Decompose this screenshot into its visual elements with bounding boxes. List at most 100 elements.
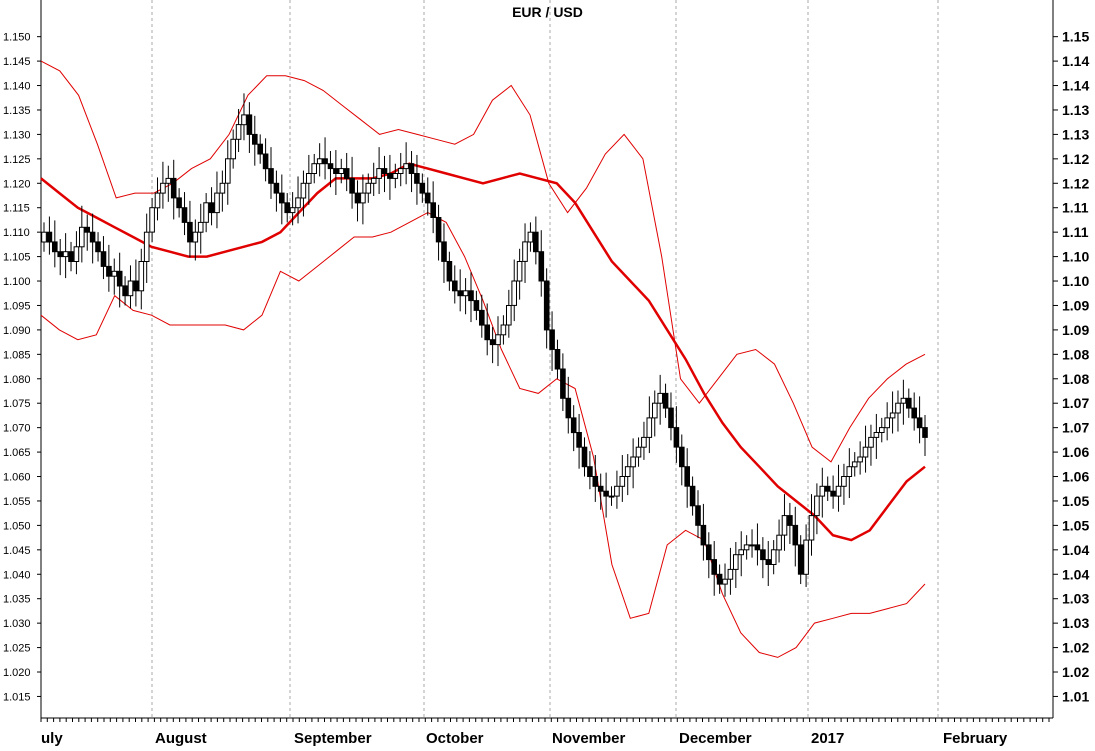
candle-body (376, 168, 382, 179)
candle-body (57, 251, 64, 258)
y-right-tick-label: 1.09 (1062, 322, 1089, 338)
candle-body (138, 261, 145, 292)
y-right-tick-label: 1.03 (1062, 591, 1089, 607)
y-left-tick-label: 1.090 (3, 325, 31, 337)
candle-body (906, 397, 912, 409)
candle-body (527, 231, 534, 243)
candle-body (46, 231, 53, 243)
candle-body (500, 324, 507, 336)
candle-body (900, 397, 907, 404)
y-left-tick-label: 1.135 (3, 105, 31, 117)
candle-body (306, 173, 312, 184)
x-month-label: uly (41, 730, 63, 746)
candle-body (457, 290, 463, 297)
y-left-tick-label: 1.070 (3, 423, 31, 435)
candle-body (154, 192, 161, 209)
candle-body (776, 534, 782, 551)
candle-body (273, 182, 280, 194)
candle-body (435, 217, 442, 243)
candle-body (706, 544, 712, 561)
y-right-tick-label: 1.07 (1062, 395, 1089, 411)
y-left-tick-label: 1.145 (3, 56, 31, 68)
y-right-tick-label: 1.14 (1062, 78, 1089, 94)
candle-body (916, 417, 923, 429)
y-left-tick-label: 1.100 (3, 276, 31, 288)
chart-title: EUR / USD (512, 4, 583, 20)
candle-body (484, 324, 490, 341)
candle-body (230, 138, 236, 160)
candle-body (214, 192, 220, 214)
candle-body (225, 158, 231, 184)
y-left-tick-label: 1.025 (3, 643, 31, 655)
candle-body (197, 221, 204, 233)
candle-body (235, 124, 242, 140)
candle-body (522, 241, 528, 262)
candle-body (830, 490, 836, 497)
y-left-tick-label: 1.105 (3, 252, 31, 264)
candle-body (403, 163, 409, 170)
candle-body (635, 446, 642, 458)
candle-body (533, 231, 539, 253)
y-right-tick-label: 1.13 (1062, 126, 1089, 142)
candle-body (316, 158, 323, 165)
candle-body (446, 261, 453, 282)
candle-body (824, 485, 831, 492)
candle-body (814, 495, 820, 517)
candle-body (506, 305, 512, 326)
candle-body (489, 339, 496, 346)
candle-body (873, 432, 880, 438)
candle-body (630, 456, 636, 468)
candle-body (603, 490, 609, 497)
y-left-tick-label: 1.035 (3, 594, 31, 606)
candle-body (79, 226, 85, 248)
candle-body (884, 417, 891, 429)
candle-body (419, 182, 426, 194)
candle-body (581, 446, 588, 468)
candle-body (538, 251, 545, 282)
candle-body (165, 177, 172, 184)
moving-average-line (40, 162, 926, 542)
y-left-tick-label: 1.075 (3, 398, 31, 410)
y-right-tick-label: 1.04 (1062, 542, 1089, 558)
y-right-tick-label: 1.14 (1062, 53, 1089, 69)
candle-body (143, 231, 150, 262)
x-month-label: November (552, 730, 626, 746)
candle-body (679, 446, 685, 468)
candle-body (279, 192, 285, 204)
candle-body (841, 476, 847, 487)
candle-body (360, 192, 366, 204)
candle-body (570, 417, 577, 434)
candle-body (354, 192, 361, 204)
candle-body (387, 173, 393, 179)
candle-body (289, 207, 296, 214)
y-right-tick-label: 1.05 (1062, 493, 1089, 509)
candle-body (597, 485, 604, 492)
candle-body (819, 485, 826, 497)
y-right-tick-label: 1.01 (1062, 688, 1089, 704)
y-left-tick-label: 1.045 (3, 545, 31, 557)
candle-body (322, 158, 328, 165)
candle-body (711, 559, 718, 575)
candle-body (111, 270, 118, 277)
candle-body (203, 202, 209, 223)
candle-body (73, 246, 80, 263)
candle-body (733, 554, 739, 570)
candle-body (700, 524, 707, 546)
candle-body (181, 207, 188, 223)
candle-body (327, 163, 334, 170)
y-left-tick-label: 1.110 (3, 227, 30, 239)
candle-body (716, 573, 723, 585)
candle-body (127, 280, 134, 297)
candle-body (549, 329, 555, 350)
candle-body (851, 461, 858, 468)
candle-body (160, 182, 166, 194)
candle-body (608, 495, 615, 498)
x-month-label: October (426, 730, 484, 746)
candle-body (397, 168, 404, 175)
candle-body (619, 476, 626, 487)
y-right-tick-label: 1.03 (1062, 615, 1089, 631)
candle-body (176, 197, 182, 209)
candle-body (722, 578, 728, 585)
y-right-tick-label: 1.08 (1062, 371, 1089, 387)
y-left-tick-label: 1.125 (3, 154, 31, 166)
